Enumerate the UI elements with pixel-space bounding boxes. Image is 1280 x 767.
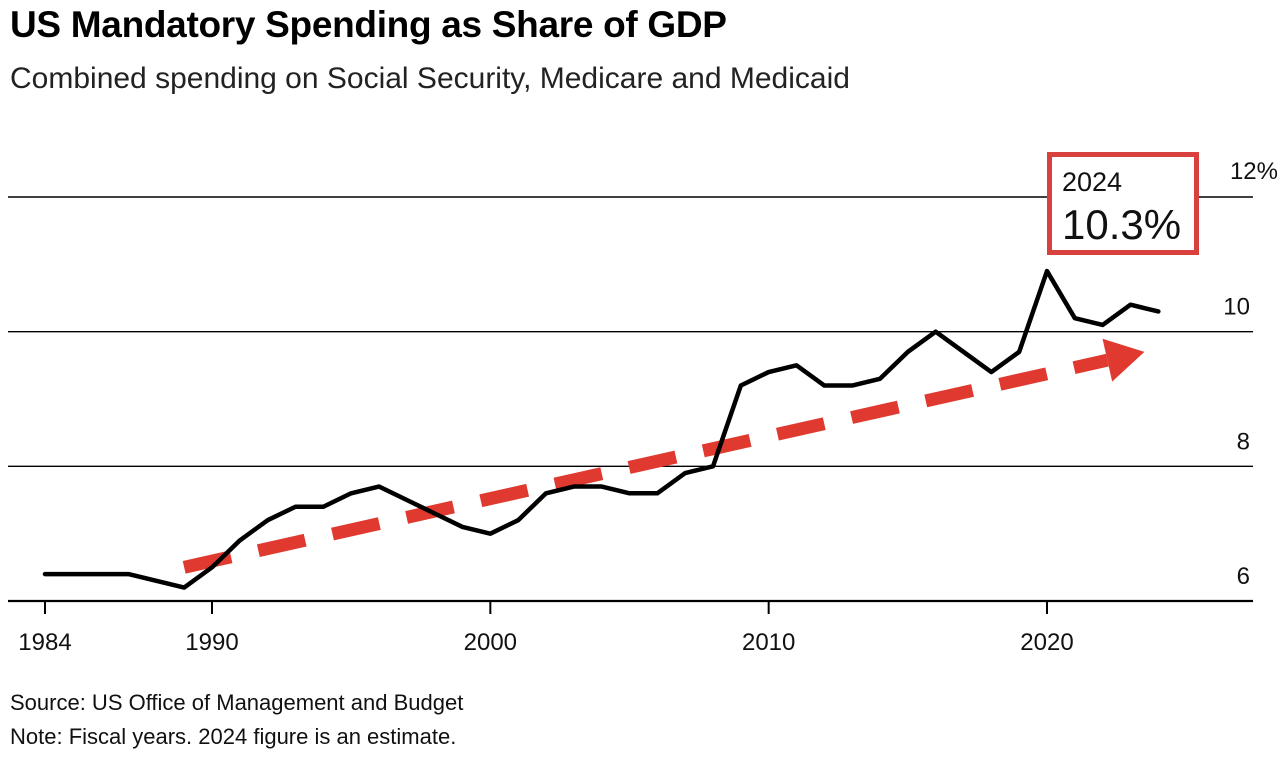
y-tick-label-6: 6 [1237,563,1250,590]
footnote: Note: Fiscal years. 2024 figure is an es… [10,724,457,749]
source-note: Source: US Office of Management and Budg… [10,690,464,715]
y-tick-label-12: 12% [1230,158,1278,185]
callout-year: 2024 [1062,167,1123,197]
x-tick-label-1990: 1990 [185,629,238,656]
trend-arrow [182,338,1145,574]
chart-title: US Mandatory Spending as Share of GDP [10,4,727,45]
y-tick-label-8: 8 [1237,428,1250,455]
trend-arrow-shaft [182,353,1109,574]
x-tick-label-2000: 2000 [464,629,517,656]
x-axis: 1984 1990 2000 2010 2020 [18,601,1074,656]
chart-subtitle: Combined spending on Social Security, Me… [10,62,850,95]
callout-value: 10.3% [1062,201,1182,248]
x-tick-label-2010: 2010 [742,629,795,656]
x-tick-label-2020: 2020 [1020,629,1073,656]
series-line-group [42,268,1161,590]
trend-arrow-head [1102,338,1145,382]
y-tick-label-10: 10 [1223,294,1250,321]
gridlines [8,196,1253,603]
y-axis: 6 8 10 12% [1223,158,1278,590]
x-tick-label-1984: 1984 [18,629,71,656]
series-line [42,268,1161,590]
callout-box-2024: 2024 10.3% [1047,152,1199,255]
